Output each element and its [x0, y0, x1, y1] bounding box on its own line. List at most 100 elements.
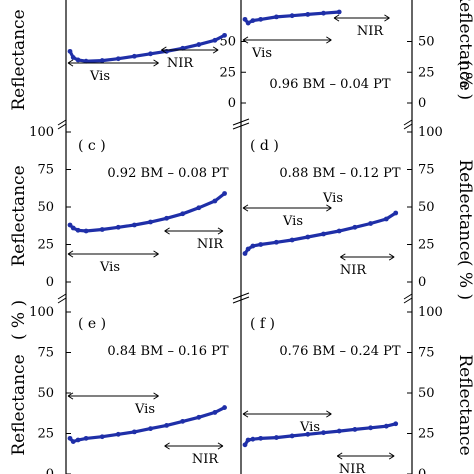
- arrowhead-right: [326, 410, 332, 418]
- panel-label: ( e ): [78, 316, 106, 332]
- data-point: [368, 425, 373, 431]
- arrowhead-right: [388, 452, 395, 460]
- data-point: [75, 57, 81, 63]
- data-point: [132, 429, 137, 435]
- y-tick-label: 25: [37, 427, 54, 442]
- data-point: [305, 431, 311, 437]
- y-tick-label: 100: [29, 125, 54, 140]
- data-point: [336, 428, 342, 434]
- data-point: [164, 423, 170, 428]
- data-point: [321, 10, 326, 16]
- region-label-nir: NIR: [340, 263, 368, 278]
- data-point: [242, 442, 248, 448]
- composition-label: 0.92 BM – 0.08 PT: [107, 166, 229, 181]
- y-tick-label: 0: [228, 96, 236, 111]
- data-point: [245, 437, 251, 443]
- arrowhead-left: [242, 410, 249, 418]
- y-tick-label: 0: [46, 467, 54, 474]
- y-tick-label: 25: [219, 65, 236, 80]
- arrowhead-right: [153, 59, 159, 67]
- region-label-nir: NIR: [357, 24, 385, 39]
- data-point: [393, 421, 399, 427]
- y-tick-label: 50: [418, 386, 435, 401]
- ylabel-left-mid: Reflectance: [9, 165, 29, 266]
- panel-top-left: 0 25 50 Vis NIR: [67, 32, 246, 111]
- region-label-vis: Vis: [89, 69, 110, 84]
- data-point: [75, 437, 81, 443]
- ylabel-left-top: Reflectance: [9, 9, 29, 110]
- ylabel-right-mid: Reflectance: [455, 159, 474, 260]
- data-point: [99, 58, 105, 63]
- data-point: [67, 48, 73, 54]
- data-point: [352, 427, 358, 432]
- arrowhead-left: [164, 442, 170, 450]
- data-point: [99, 434, 105, 440]
- series-line: [243, 211, 398, 256]
- data-point: [70, 225, 76, 231]
- composition-label: 0.96 BM – 0.04 PT: [269, 77, 391, 92]
- data-point: [132, 53, 137, 59]
- arrowhead-left: [242, 204, 249, 212]
- data-point: [115, 224, 121, 230]
- arrowhead-right: [326, 36, 332, 44]
- yunit-right-mid: ( % ): [455, 260, 474, 300]
- y-tick-label: 75: [418, 163, 435, 178]
- data-point: [148, 426, 153, 432]
- data-point: [368, 221, 373, 226]
- region-label-vis: Vis: [282, 214, 303, 229]
- y-tick-label: 75: [37, 163, 54, 178]
- data-point: [75, 227, 81, 233]
- axis-break-left-1: [57, 119, 67, 130]
- composition-label: 0.84 BM – 0.16 PT: [107, 344, 229, 359]
- region-label-vis: Vis: [99, 260, 120, 275]
- panel-middle-left: 0 25 50 75 100 Vis NIR ( c )0.92 BM – 0.08 PT: [29, 125, 229, 290]
- arrowhead-right: [212, 46, 219, 54]
- data-point: [289, 237, 295, 243]
- data-point: [383, 423, 389, 429]
- data-point: [242, 251, 248, 256]
- data-point: [305, 234, 311, 240]
- ylabel-right-bot: Reflectance: [455, 354, 474, 455]
- data-point: [196, 414, 202, 420]
- data-point: [289, 433, 295, 439]
- arrowhead-left: [67, 392, 74, 400]
- y-tick-label: 0: [418, 467, 426, 474]
- panel-middle-right: 0 25 50 75 100 Vis NIR Vis ( d )0.88 BM – 0.12 P…: [242, 125, 443, 290]
- region-label-vis: Vis: [299, 420, 320, 435]
- y-tick-label: 50: [219, 35, 236, 50]
- arrowhead-left: [67, 250, 74, 258]
- y-tick-label: 50: [418, 35, 435, 50]
- data-point: [289, 13, 295, 19]
- y-tick-label: 25: [418, 427, 435, 442]
- data-point: [222, 191, 227, 196]
- data-point: [258, 16, 264, 22]
- data-point: [274, 239, 279, 245]
- yunit-right-top: ( % ): [455, 60, 474, 100]
- data-point: [180, 418, 186, 424]
- axis-break-left-2: [57, 293, 67, 304]
- series-line: [68, 191, 227, 233]
- arrowhead-left: [333, 14, 340, 22]
- data-point: [83, 58, 89, 64]
- axis-break-right-1: [403, 119, 413, 130]
- panel-bottom-right: 0 25 50 75 100 Vis NIR ( f ) 0.76 BM – 0.24 PT: [242, 305, 443, 474]
- data-point: [250, 18, 256, 23]
- panel-bottom-left: 0 25 50 75 100 Vis NIR ( e )0.84 BM – 0.16 PT: [29, 305, 229, 474]
- data-point: [258, 435, 264, 441]
- data-point: [148, 51, 153, 57]
- region-label-vis-extra: Vis: [322, 191, 343, 206]
- axis-break-right-2: [403, 293, 413, 304]
- panel-top-right: 0 25 50 Vis NIR 0.96 BM – 0.04 PT: [242, 9, 435, 111]
- y-tick-label: 75: [418, 346, 435, 361]
- y-tick-label: 100: [418, 305, 443, 320]
- region-label-vis: Vis: [134, 402, 155, 417]
- data-point: [305, 12, 311, 17]
- y-tick-label: 0: [418, 275, 426, 290]
- data-point: [321, 231, 326, 237]
- panel-label: ( d ): [250, 138, 279, 154]
- y-tick-label: 25: [37, 238, 54, 253]
- data-point: [212, 410, 218, 415]
- data-point: [336, 228, 342, 234]
- data-point: [99, 227, 105, 232]
